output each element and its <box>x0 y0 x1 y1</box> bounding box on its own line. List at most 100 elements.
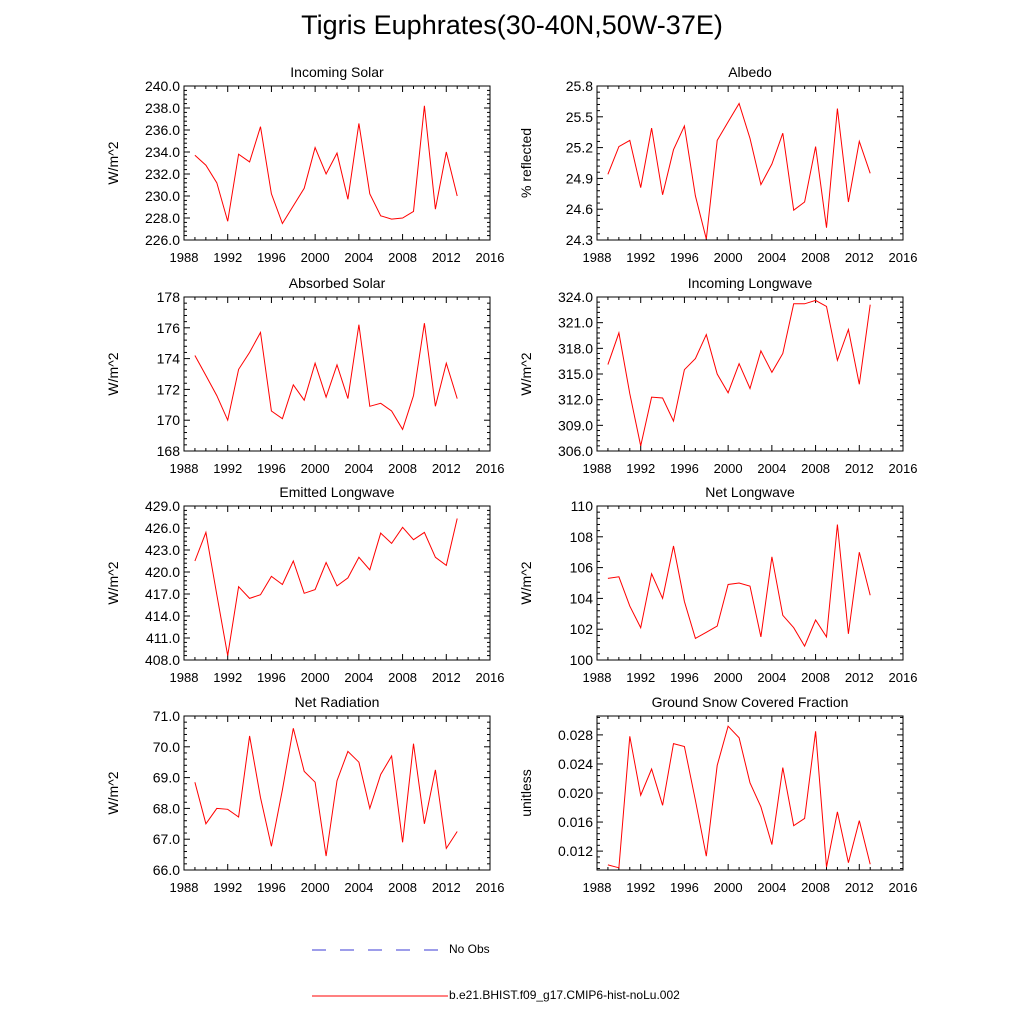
panel-7: Net Radiation W/m^2 1988 1992 1996 2000 2004 20… <box>105 694 504 895</box>
x-tick-label: 2008 <box>388 250 417 265</box>
series-line <box>194 728 458 857</box>
y-tick-label: 411.0 <box>146 630 180 646</box>
y-tick-label: 312.0 <box>558 392 593 408</box>
x-tick-label: 2012 <box>845 461 874 476</box>
panel-title: Emitted Longwave <box>279 484 394 500</box>
y-tick-label: 170 <box>157 412 181 428</box>
figure-title: Tigris Euphrates(30-40N,50W-37E) <box>301 10 723 40</box>
y-axis-label: unitless <box>518 769 534 816</box>
x-tick-label: 2008 <box>801 880 830 895</box>
y-axis-label: W/m^2 <box>105 771 121 814</box>
y-tick-label: 0.028 <box>558 727 593 743</box>
y-tick-label: 168 <box>157 443 181 459</box>
series-line <box>607 725 871 869</box>
y-tick-label: 420.0 <box>145 564 180 580</box>
x-tick-label: 1988 <box>170 461 199 476</box>
x-tick-label: 1988 <box>583 880 612 895</box>
y-tick-label: 25.2 <box>566 140 593 156</box>
x-tick-label: 2008 <box>801 670 830 685</box>
y-tick-label: 230.0 <box>145 188 180 204</box>
x-tick-label: 2000 <box>301 880 330 895</box>
y-axis-label: W/m^2 <box>105 561 121 604</box>
y-tick-label: 228.0 <box>145 210 180 226</box>
x-tick-label: 2016 <box>476 670 505 685</box>
y-tick-label: 67.0 <box>153 831 180 847</box>
y-tick-label: 104 <box>570 590 594 606</box>
x-tick-label: 2004 <box>344 670 373 685</box>
y-axis-label: % reflected <box>518 128 534 198</box>
panel-title: Albedo <box>728 64 772 80</box>
x-tick-label: 2004 <box>344 250 373 265</box>
y-tick-label: 318.0 <box>558 340 593 356</box>
series-line <box>607 299 871 447</box>
x-tick-label: 2004 <box>344 880 373 895</box>
series-line <box>194 518 458 656</box>
y-tick-label: 100 <box>570 652 594 668</box>
y-tick-label: 414.0 <box>145 608 180 624</box>
x-tick-label: 2016 <box>889 250 918 265</box>
x-tick-label: 2012 <box>432 880 461 895</box>
y-tick-label: 178 <box>157 289 181 305</box>
x-tick-label: 1992 <box>213 250 242 265</box>
x-tick-label: 1996 <box>670 250 699 265</box>
x-tick-label: 2012 <box>432 250 461 265</box>
x-tick-label: 2016 <box>889 461 918 476</box>
x-tick-label: 1988 <box>583 670 612 685</box>
x-tick-label: 1992 <box>213 670 242 685</box>
panel-title: Absorbed Solar <box>289 275 386 291</box>
x-tick-label: 2012 <box>845 670 874 685</box>
panel-title: Ground Snow Covered Fraction <box>652 694 849 710</box>
panel-4: Incoming Longwave W/m^2 1988 1992 1996 2000 20… <box>518 275 917 476</box>
plot-frame <box>596 85 904 241</box>
legend-obs-label: No Obs <box>449 942 490 956</box>
y-tick-label: 236.0 <box>145 122 180 138</box>
y-tick-label: 71.0 <box>153 708 180 724</box>
x-tick-label: 1992 <box>213 461 242 476</box>
y-tick-label: 426.0 <box>145 520 180 536</box>
series-line <box>607 102 871 240</box>
y-tick-label: 24.9 <box>566 170 593 186</box>
y-tick-label: 417.0 <box>145 586 180 602</box>
x-tick-label: 2000 <box>714 880 743 895</box>
y-tick-label: 306.0 <box>558 443 593 459</box>
x-tick-label: 2012 <box>845 880 874 895</box>
plot-frame <box>596 505 904 661</box>
y-axis-label: W/m^2 <box>518 561 534 604</box>
y-tick-label: 106 <box>570 560 594 576</box>
panel-6: Net Longwave W/m^2 1988 1992 1996 2000 2004 200… <box>518 484 917 685</box>
x-tick-label: 2016 <box>476 250 505 265</box>
x-tick-label: 2000 <box>301 461 330 476</box>
x-tick-label: 1988 <box>170 670 199 685</box>
x-tick-label: 2008 <box>388 880 417 895</box>
x-tick-label: 2012 <box>432 670 461 685</box>
x-tick-label: 2000 <box>301 250 330 265</box>
y-tick-label: 110 <box>571 498 594 514</box>
x-tick-label: 1996 <box>257 670 286 685</box>
x-tick-label: 1996 <box>670 880 699 895</box>
y-tick-label: 25.8 <box>566 78 593 94</box>
y-tick-label: 25.5 <box>566 109 593 125</box>
x-tick-label: 1988 <box>170 250 199 265</box>
y-tick-label: 234.0 <box>145 144 180 160</box>
panel-title: Net Longwave <box>705 484 795 500</box>
x-tick-label: 2012 <box>432 461 461 476</box>
panel-title: Net Radiation <box>295 694 380 710</box>
x-tick-label: 2004 <box>757 461 786 476</box>
legend-model-swatch <box>312 995 448 997</box>
x-tick-label: 2008 <box>801 250 830 265</box>
x-tick-label: 2004 <box>757 670 786 685</box>
legend-model-label: b.e21.BHIST.f09_g17.CMIP6-hist-noLu.002 <box>449 988 680 1002</box>
x-tick-label: 1988 <box>170 880 199 895</box>
plot-frame <box>183 505 491 661</box>
panel-3: Absorbed Solar W/m^2 1988 1992 1996 2000 2004 2… <box>105 275 504 476</box>
x-tick-label: 1992 <box>626 670 655 685</box>
plot-frame <box>183 296 491 452</box>
x-tick-label: 2016 <box>889 670 918 685</box>
y-tick-label: 238.0 <box>145 100 180 116</box>
y-axis-label: W/m^2 <box>105 352 121 395</box>
x-tick-label: 1996 <box>257 250 286 265</box>
series-line <box>607 524 871 648</box>
series-line <box>194 323 458 431</box>
x-tick-label: 2016 <box>476 880 505 895</box>
y-tick-label: 232.0 <box>145 166 180 182</box>
